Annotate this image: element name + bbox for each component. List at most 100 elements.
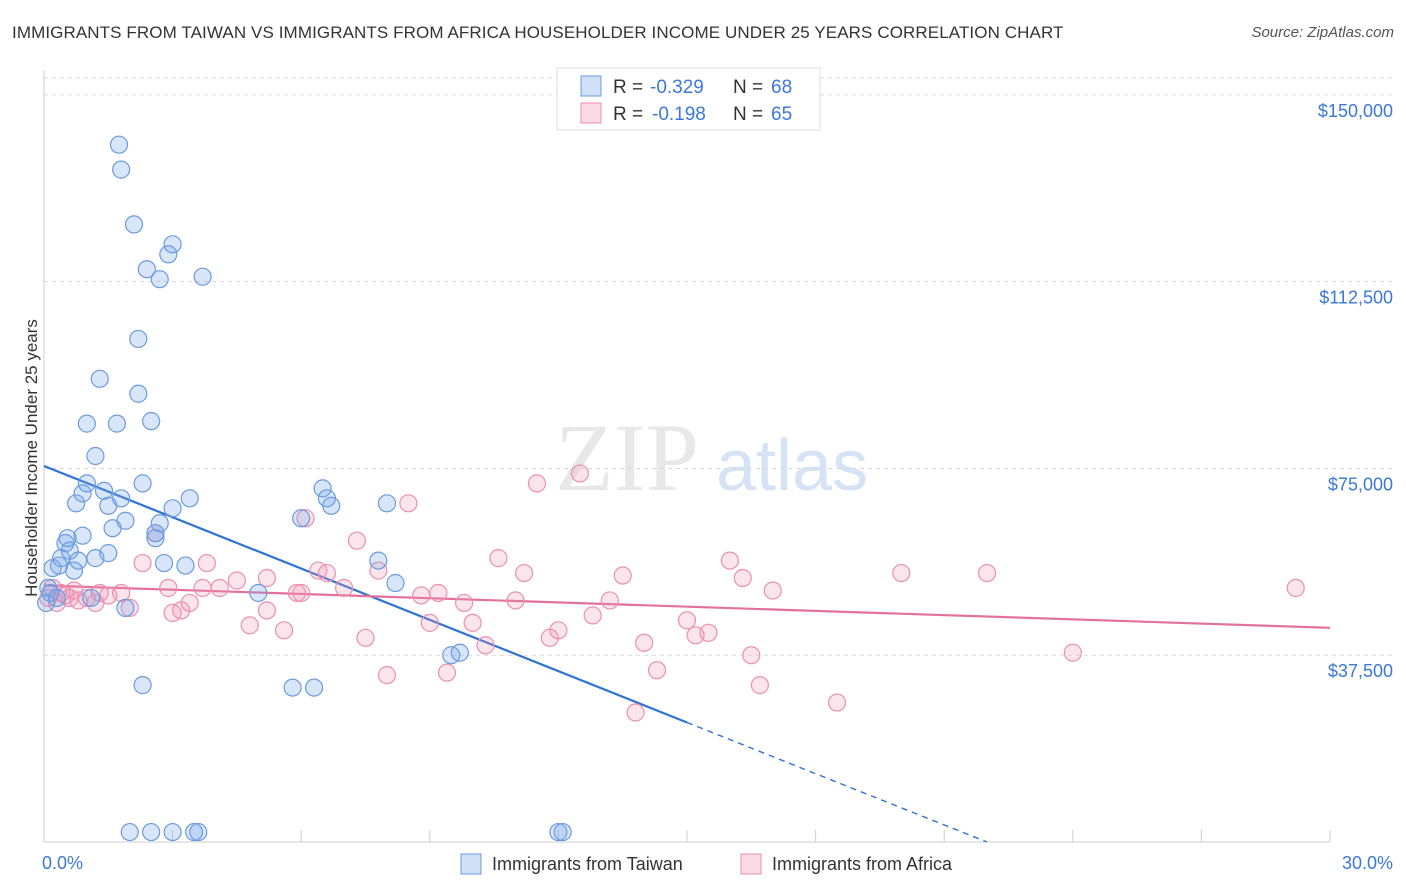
- x-tick-label: 0.0%: [42, 853, 83, 873]
- africa-point: [720, 551, 739, 570]
- taiwan-points: [37, 135, 572, 842]
- legend-r-value-taiwan: -0.329: [650, 77, 704, 98]
- africa-point: [742, 646, 761, 665]
- taiwan-point: [292, 509, 311, 528]
- africa-point: [733, 568, 752, 588]
- taiwan-point: [189, 822, 208, 842]
- taiwan-point: [73, 526, 92, 545]
- correlation-legend: R = -0.329 N = 68 R = -0.198 N = 65: [556, 67, 821, 131]
- taiwan-point: [133, 474, 152, 493]
- africa-point: [420, 613, 439, 632]
- taiwan-point: [94, 481, 114, 500]
- africa-point: [476, 636, 495, 655]
- taiwan-trend-extension: [686, 721, 988, 843]
- africa-point: [274, 621, 294, 640]
- africa-points: [39, 464, 1305, 722]
- africa-point: [197, 553, 216, 573]
- africa-point: [1286, 578, 1305, 598]
- africa-point: [334, 578, 354, 598]
- africa-point: [583, 606, 602, 625]
- taiwan-point: [142, 412, 161, 431]
- taiwan-point: [304, 678, 324, 697]
- taiwan-point: [47, 588, 66, 608]
- africa-point: [635, 633, 654, 652]
- taiwan-point: [99, 544, 118, 563]
- africa-point: [454, 593, 474, 613]
- taiwan-point: [549, 822, 568, 842]
- watermark-atlas: atlas: [716, 426, 868, 506]
- africa-point: [1063, 643, 1082, 662]
- africa-point: [506, 591, 525, 610]
- africa-trend-line: [43, 584, 1331, 629]
- africa-point: [626, 703, 645, 722]
- legend-r-value-africa: -0.198: [652, 104, 706, 125]
- africa-point: [892, 563, 911, 583]
- taiwan-point: [124, 215, 144, 234]
- africa-point: [240, 616, 259, 635]
- africa-point: [296, 509, 315, 528]
- africa-point: [527, 474, 547, 493]
- africa-point: [647, 661, 667, 680]
- taiwan-point: [249, 583, 268, 603]
- africa-point: [287, 583, 307, 603]
- africa-point: [515, 563, 534, 583]
- chart-source: Source: ZipAtlas.com: [1251, 24, 1394, 41]
- legend-n-label-taiwan: N =: [733, 77, 763, 98]
- y-tick-label: $112,500: [1319, 288, 1393, 308]
- taiwan-point: [159, 245, 178, 264]
- taiwan-point: [116, 598, 135, 618]
- africa-point: [412, 586, 431, 605]
- africa-point: [600, 591, 619, 610]
- taiwan-point: [107, 414, 126, 433]
- africa-point: [159, 578, 178, 598]
- taiwan-point: [77, 414, 96, 433]
- taiwan-point: [193, 267, 212, 286]
- africa-point: [750, 676, 769, 695]
- taiwan-point: [163, 499, 182, 518]
- taiwan-point: [73, 484, 92, 503]
- taiwan-point: [120, 822, 139, 842]
- africa-point: [317, 563, 337, 583]
- series-label-taiwan: Immigrants from Taiwan: [492, 854, 683, 874]
- legend-r-label-africa: R =: [613, 104, 643, 125]
- watermark-zip: ZIP: [555, 404, 699, 511]
- taiwan-point: [184, 822, 204, 842]
- grid: [44, 77, 1395, 656]
- y-axis-label: Householder Income Under 25 years: [22, 319, 41, 597]
- africa-point: [699, 623, 718, 642]
- taiwan-point: [146, 529, 165, 548]
- africa-point: [489, 549, 508, 568]
- africa-point: [347, 531, 367, 550]
- africa-point: [369, 561, 388, 580]
- series-label-africa: Immigrants from Africa: [772, 854, 953, 874]
- africa-point: [180, 593, 199, 613]
- africa-point: [257, 568, 277, 588]
- taiwan-point: [64, 561, 84, 580]
- taiwan-point: [112, 160, 131, 179]
- x-tick-label: 30.0%: [1342, 853, 1393, 873]
- taiwan-point: [116, 511, 135, 530]
- taiwan-point: [283, 678, 302, 697]
- taiwan-point: [163, 235, 182, 254]
- legend-r-label-taiwan: R =: [613, 77, 643, 98]
- africa-point: [570, 464, 589, 483]
- taiwan-trend-line: [43, 464, 688, 724]
- taiwan-point: [176, 556, 195, 575]
- taiwan-point: [112, 489, 131, 508]
- africa-point: [827, 693, 847, 712]
- taiwan-point: [369, 551, 388, 570]
- legend-n-label-africa: N =: [733, 104, 763, 125]
- taiwan-point: [133, 676, 152, 695]
- taiwan-point: [180, 489, 199, 508]
- y-tick-label: $37,500: [1328, 661, 1393, 681]
- africa-point: [613, 566, 632, 585]
- taiwan-point: [322, 496, 341, 515]
- taiwan-point: [313, 479, 332, 498]
- africa-point: [399, 494, 418, 513]
- taiwan-point: [129, 384, 148, 403]
- africa-point: [112, 583, 131, 603]
- taiwan-point: [142, 822, 161, 842]
- taiwan-point: [69, 551, 88, 570]
- legend-n-value-taiwan: 68: [771, 77, 792, 98]
